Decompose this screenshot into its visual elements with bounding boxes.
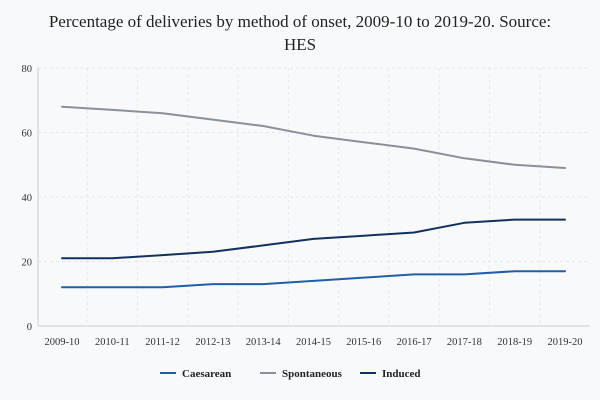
x-tick-label: 2017-18 [447,337,482,348]
x-tick-label: 2010-11 [95,337,130,348]
x-tick-label: 2012-13 [195,337,230,348]
x-tick-label: 2019-20 [548,337,583,348]
legend-label-spontaneous: Spontaneous [282,368,343,380]
x-tick-label: 2015-16 [346,337,381,348]
x-tick-label: 2011-12 [145,337,180,348]
x-tick-label: 2014-15 [296,337,331,348]
x-tick-label: 2016-17 [397,337,432,348]
x-tick-label: 2018-19 [497,337,532,348]
legend-label-caesarean: Caesarean [182,368,231,380]
y-tick-label: 40 [22,193,33,204]
chart-title: Percentage of deliveries by method of on… [48,12,552,54]
y-tick-label: 20 [22,258,33,269]
x-tick-label: 2009-10 [45,337,80,348]
series-line-caesarean [61,270,566,289]
x-tick-label: 2013-14 [246,337,282,348]
series-line-induced [61,218,566,260]
y-tick-label: 60 [22,129,33,140]
legend-label-induced: Induced [382,368,421,380]
y-tick-label: 80 [22,64,33,75]
series-line-spontaneous [61,105,566,169]
y-tick-label: 0 [27,322,32,333]
